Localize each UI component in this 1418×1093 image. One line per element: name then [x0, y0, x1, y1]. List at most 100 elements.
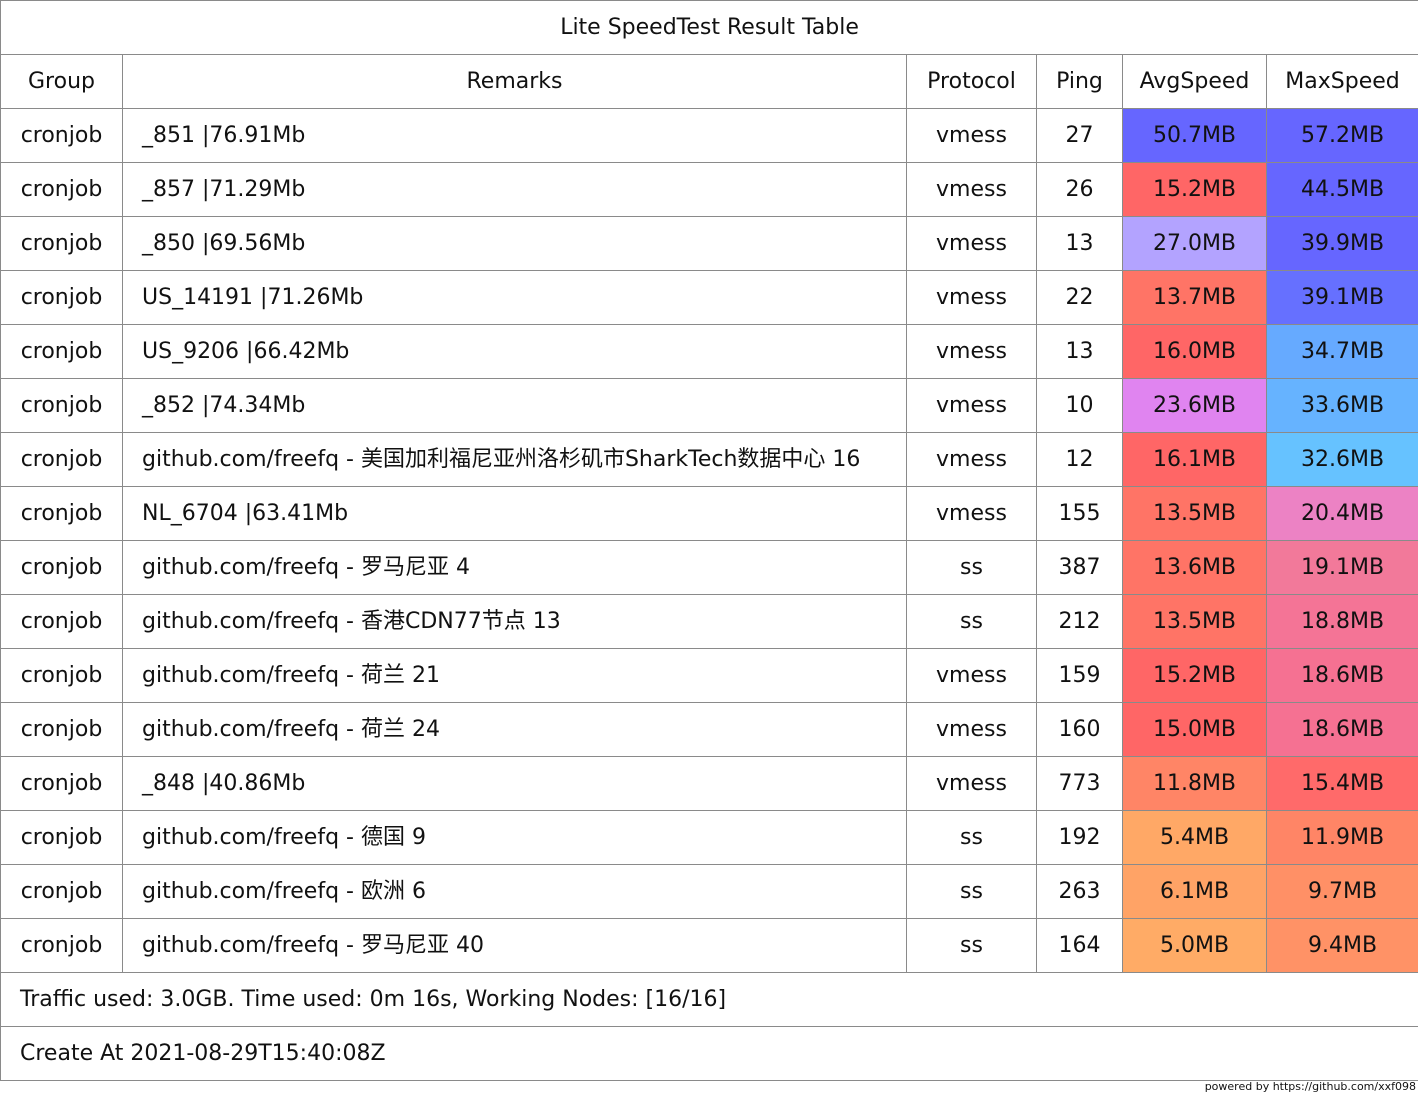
- cell-group: cronjob: [0, 702, 123, 757]
- traffic-summary-row: Traffic used: 3.0GB. Time used: 0m 16s, …: [0, 972, 1418, 1027]
- cell-remarks: github.com/freefq - 荷兰 21: [122, 648, 907, 703]
- cell-protocol: vmess: [906, 162, 1037, 217]
- cell-ping: 159: [1036, 648, 1123, 703]
- cell-avg-speed: 15.0MB: [1122, 702, 1267, 757]
- cell-protocol: vmess: [906, 432, 1037, 487]
- cell-remarks: _848 |40.86Mb: [122, 756, 907, 811]
- cell-group: cronjob: [0, 594, 123, 649]
- table-row: cronjob _852 |74.34Mb vmess 10 23.6MB 33.6MB: [0, 378, 1418, 433]
- cell-ping: 13: [1036, 324, 1123, 379]
- cell-remarks: _857 |71.29Mb: [122, 162, 907, 217]
- table-row: cronjob github.com/freefq - 罗马尼亚 40 ss 164 5…: [0, 918, 1418, 973]
- cell-max-speed: 39.9MB: [1265, 216, 1418, 271]
- table-title-row: Lite SpeedTest Result Table: [0, 0, 1418, 55]
- column-header-protocol: Protocol: [906, 54, 1037, 109]
- cell-remarks: US_14191 |71.26Mb: [122, 270, 907, 325]
- cell-group: cronjob: [0, 810, 123, 865]
- cell-remarks: github.com/freefq - 美国加利福尼亚州洛杉矶市SharkTec…: [122, 432, 907, 487]
- cell-remarks: github.com/freefq - 欧洲 6: [122, 864, 907, 919]
- table-body: cronjob _851 |76.91Mb vmess 27 50.7MB 57.2MB c…: [0, 108, 1418, 973]
- cell-avg-speed: 5.0MB: [1122, 918, 1267, 973]
- cell-group: cronjob: [0, 108, 123, 163]
- cell-group: cronjob: [0, 324, 123, 379]
- cell-avg-speed: 27.0MB: [1122, 216, 1267, 271]
- table-header-row: Group Remarks Protocol Ping AvgSpeed Max…: [0, 54, 1418, 109]
- table-row: cronjob github.com/freefq - 德国 9 ss 192 5.4M…: [0, 810, 1418, 865]
- cell-max-speed: 18.6MB: [1265, 702, 1418, 757]
- cell-protocol: vmess: [906, 486, 1037, 541]
- cell-protocol: ss: [906, 540, 1037, 595]
- cell-avg-speed: 50.7MB: [1122, 108, 1267, 163]
- traffic-summary: Traffic used: 3.0GB. Time used: 0m 16s, …: [0, 972, 1418, 1027]
- column-header-remarks: Remarks: [122, 54, 907, 109]
- cell-ping: 26: [1036, 162, 1123, 217]
- table-row: cronjob US_14191 |71.26Mb vmess 22 13.7MB 39…: [0, 270, 1418, 325]
- cell-protocol: ss: [906, 594, 1037, 649]
- cell-ping: 155: [1036, 486, 1123, 541]
- cell-group: cronjob: [0, 486, 123, 541]
- table-row: cronjob _850 |69.56Mb vmess 13 27.0MB 39.9MB: [0, 216, 1418, 271]
- cell-remarks: github.com/freefq - 罗马尼亚 4: [122, 540, 907, 595]
- cell-avg-speed: 13.6MB: [1122, 540, 1267, 595]
- cell-max-speed: 15.4MB: [1265, 756, 1418, 811]
- cell-group: cronjob: [0, 270, 123, 325]
- cell-max-speed: 18.8MB: [1265, 594, 1418, 649]
- cell-protocol: vmess: [906, 270, 1037, 325]
- table-row: cronjob _851 |76.91Mb vmess 27 50.7MB 57.2MB: [0, 108, 1418, 163]
- cell-avg-speed: 5.4MB: [1122, 810, 1267, 865]
- cell-remarks: github.com/freefq - 德国 9: [122, 810, 907, 865]
- table-row: cronjob github.com/freefq - 美国加利福尼亚州洛杉矶市S…: [0, 432, 1418, 487]
- cell-avg-speed: 16.1MB: [1122, 432, 1267, 487]
- cell-protocol: vmess: [906, 324, 1037, 379]
- created-at: Create At 2021-08-29T15:40:08Z: [0, 1026, 1418, 1081]
- table-row: cronjob github.com/freefq - 荷兰 21 vmess 159…: [0, 648, 1418, 703]
- cell-group: cronjob: [0, 432, 123, 487]
- cell-avg-speed: 6.1MB: [1122, 864, 1267, 919]
- cell-ping: 10: [1036, 378, 1123, 433]
- cell-remarks: _852 |74.34Mb: [122, 378, 907, 433]
- cell-protocol: vmess: [906, 702, 1037, 757]
- cell-max-speed: 39.1MB: [1265, 270, 1418, 325]
- cell-avg-speed: 13.7MB: [1122, 270, 1267, 325]
- cell-group: cronjob: [0, 216, 123, 271]
- cell-max-speed: 19.1MB: [1265, 540, 1418, 595]
- cell-ping: 22: [1036, 270, 1123, 325]
- cell-max-speed: 34.7MB: [1265, 324, 1418, 379]
- cell-protocol: vmess: [906, 378, 1037, 433]
- cell-ping: 192: [1036, 810, 1123, 865]
- column-header-max-speed: MaxSpeed: [1265, 54, 1418, 109]
- cell-max-speed: 20.4MB: [1265, 486, 1418, 541]
- table-row: cronjob NL_6704 |63.41Mb vmess 155 13.5MB 20…: [0, 486, 1418, 541]
- cell-remarks: github.com/freefq - 荷兰 24: [122, 702, 907, 757]
- cell-remarks: github.com/freefq - 罗马尼亚 40: [122, 918, 907, 973]
- cell-avg-speed: 15.2MB: [1122, 648, 1267, 703]
- cell-max-speed: 11.9MB: [1265, 810, 1418, 865]
- table-row: cronjob US_9206 |66.42Mb vmess 13 16.0MB 34.…: [0, 324, 1418, 379]
- cell-max-speed: 57.2MB: [1265, 108, 1418, 163]
- table-row: cronjob _848 |40.86Mb vmess 773 11.8MB 15.4MB: [0, 756, 1418, 811]
- cell-avg-speed: 13.5MB: [1122, 486, 1267, 541]
- cell-group: cronjob: [0, 756, 123, 811]
- cell-ping: 164: [1036, 918, 1123, 973]
- table-row: cronjob github.com/freefq - 荷兰 24 vmess 160…: [0, 702, 1418, 757]
- cell-ping: 212: [1036, 594, 1123, 649]
- cell-ping: 160: [1036, 702, 1123, 757]
- cell-protocol: ss: [906, 864, 1037, 919]
- cell-remarks: US_9206 |66.42Mb: [122, 324, 907, 379]
- table-row: cronjob github.com/freefq - 欧洲 6 ss 263 6.1M…: [0, 864, 1418, 919]
- cell-avg-speed: 11.8MB: [1122, 756, 1267, 811]
- table-row: cronjob github.com/freefq - 罗马尼亚 4 ss 387 13…: [0, 540, 1418, 595]
- cell-avg-speed: 16.0MB: [1122, 324, 1267, 379]
- cell-protocol: vmess: [906, 216, 1037, 271]
- cell-ping: 13: [1036, 216, 1123, 271]
- cell-max-speed: 33.6MB: [1265, 378, 1418, 433]
- table-row: cronjob _857 |71.29Mb vmess 26 15.2MB 44.5MB: [0, 162, 1418, 217]
- cell-ping: 27: [1036, 108, 1123, 163]
- cell-avg-speed: 15.2MB: [1122, 162, 1267, 217]
- cell-max-speed: 9.7MB: [1265, 864, 1418, 919]
- cell-group: cronjob: [0, 540, 123, 595]
- cell-remarks: NL_6704 |63.41Mb: [122, 486, 907, 541]
- cell-group: cronjob: [0, 162, 123, 217]
- cell-max-speed: 32.6MB: [1265, 432, 1418, 487]
